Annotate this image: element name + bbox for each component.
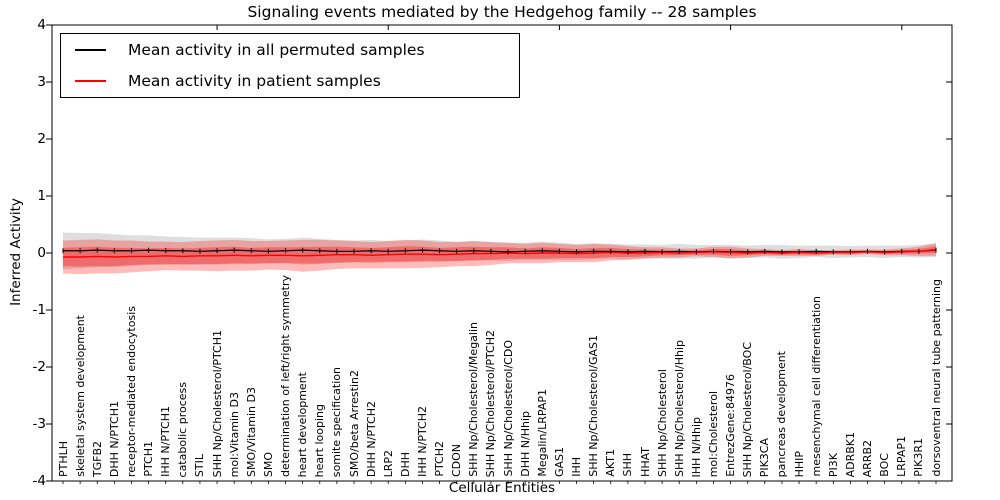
x-tick-label: determination of left/right symmetry	[279, 275, 293, 477]
x-tick-label: receptor-mediated endocytosis	[124, 305, 138, 477]
x-tick-label: SHH Np/Cholesterol/BOC	[741, 341, 755, 477]
x-tick-label: AKT1	[604, 449, 618, 477]
x-tick-label: BOC	[878, 453, 892, 477]
x-tick-label: somite specification	[330, 366, 344, 477]
x-tick-label: IHH N/PTCH1	[159, 406, 173, 477]
legend-line-swatch-black	[75, 48, 106, 51]
legend-item-permuted: Mean activity in all permuted samples	[61, 34, 519, 65]
x-tick-label: EntrezGene:84976	[724, 374, 738, 477]
y-tick-label: -4	[32, 473, 46, 489]
x-tick-label: GAS1	[552, 446, 566, 477]
x-tick-label: PIK3R1	[912, 438, 926, 477]
x-tick-label: DHH	[398, 451, 412, 477]
x-tick-label: SHH Np/Cholesterol/CDO	[501, 340, 515, 477]
y-axis-label: Inferred Activity	[8, 198, 24, 306]
x-tick-label: PTCH1	[142, 441, 156, 477]
legend-label-permuted: Mean activity in all permuted samples	[128, 40, 425, 59]
patient-std-band-outer	[63, 239, 936, 275]
x-tick-label: PTCH2	[433, 441, 447, 477]
y-tick-label: 3	[37, 74, 46, 90]
x-tick-label: IHH	[570, 457, 584, 477]
x-tick-label: HHIP	[792, 450, 806, 477]
x-tick-label: IHH N/PTCH2	[415, 406, 429, 477]
x-tick-label: ADRBK1	[843, 431, 857, 477]
legend-label-patient: Mean activity in patient samples	[128, 71, 381, 90]
x-tick-label: SHH Np/Cholesterol/PTCH1	[210, 329, 224, 477]
chart-title: Signaling events mediated by the Hedgeho…	[247, 3, 757, 21]
x-tick-label: mol:Vitamin D3	[227, 391, 241, 477]
x-tick-label: PTHLH	[56, 440, 70, 477]
x-tick-label: DHH N/PTCH2	[364, 400, 378, 477]
x-tick-label: SHH Np/Cholesterol	[655, 368, 669, 477]
x-tick-label: heart development	[296, 371, 310, 477]
line-permuted-mean	[63, 249, 937, 253]
x-tick-label: Megalin/LRPAP1	[535, 389, 549, 477]
x-axis-label: Cellular Entities	[448, 480, 556, 496]
y-tick-label: -1	[32, 302, 46, 318]
x-tick-label: SHH Np/Cholesterol/PTCH2	[484, 329, 498, 477]
x-tick-label: LRP2	[381, 449, 395, 477]
legend-line-swatch-red	[75, 79, 106, 82]
x-tick-label: SMO/Vitamin D3	[244, 387, 258, 477]
x-tick-label: SHH Np/Cholesterol/GAS1	[587, 335, 601, 477]
y-tick-label: 4	[37, 17, 46, 33]
x-tick-label: SHH Np/Cholesterol/Megalin	[467, 322, 481, 477]
y-tick-label: 2	[37, 131, 46, 147]
x-tick-label: skeletal system development	[73, 315, 87, 477]
x-tick-label: STIL	[193, 453, 207, 477]
y-tick-label: 0	[37, 245, 46, 261]
x-tick-label: SHH	[621, 453, 635, 477]
y-tick-label: -2	[32, 359, 46, 375]
legend-item-patient: Mean activity in patient samples	[61, 65, 519, 96]
x-tick-label: SHH Np/Cholesterol/Hhip	[672, 339, 686, 477]
x-tick-label: ARRB2	[861, 439, 875, 477]
x-tick-label: pancreas development	[775, 350, 789, 477]
x-tick-label: TGFB2	[90, 440, 104, 477]
legend: Mean activity in all permuted samples Me…	[60, 33, 520, 98]
x-tick-label: mol:Cholesterol	[706, 390, 720, 477]
x-tick-label: heart looping	[313, 403, 327, 477]
x-tick-label: mesenchymal cell differentiation	[809, 296, 823, 477]
y-tick-label: 1	[37, 188, 46, 204]
x-tick-label: SMO/beta Arrestin2	[347, 369, 361, 477]
x-tick-label: DHH N/Hhip	[518, 411, 532, 477]
line-patient-mean	[63, 248, 937, 258]
x-tick-label: IHH N/Hhip	[689, 416, 703, 478]
x-tick-label: PI3K	[826, 452, 840, 477]
x-tick-label: HHAT	[638, 447, 652, 477]
x-tick-label: LRPAP1	[895, 436, 909, 477]
y-tick-label: -3	[32, 416, 46, 432]
x-tick-label: dorsoventral neural tube patterning	[929, 279, 943, 477]
x-tick-label: CDON	[450, 443, 464, 477]
x-tick-label: catabolic process	[176, 381, 190, 477]
x-tick-label: SMO	[261, 451, 275, 477]
x-tick-label: DHH N/PTCH1	[107, 400, 121, 477]
permuted-std-band	[63, 232, 936, 269]
x-tick-label: PIK3CA	[758, 437, 772, 477]
